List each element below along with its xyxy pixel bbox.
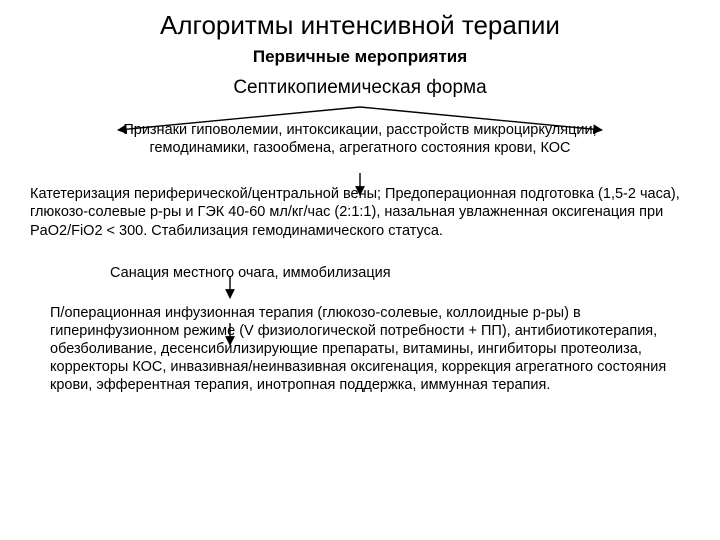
block-postop: П/операционная инфузионная терапия (глюк… xyxy=(50,304,670,395)
block-sanation: Санация местного очага, иммобилизация xyxy=(110,264,690,282)
slide-subtitle: Первичные мероприятия xyxy=(30,47,690,67)
block-catheterization: Катетеризация периферической/центральной… xyxy=(30,185,690,239)
slide-title: Алгоритмы интенсивной терапии xyxy=(30,10,690,41)
block-signs: Признаки гиповолемии, интоксикации, расс… xyxy=(85,121,635,157)
section-heading: Септикопиемическая форма xyxy=(30,77,690,99)
slide: { "type": "flowchart", "background_color… xyxy=(0,0,720,540)
